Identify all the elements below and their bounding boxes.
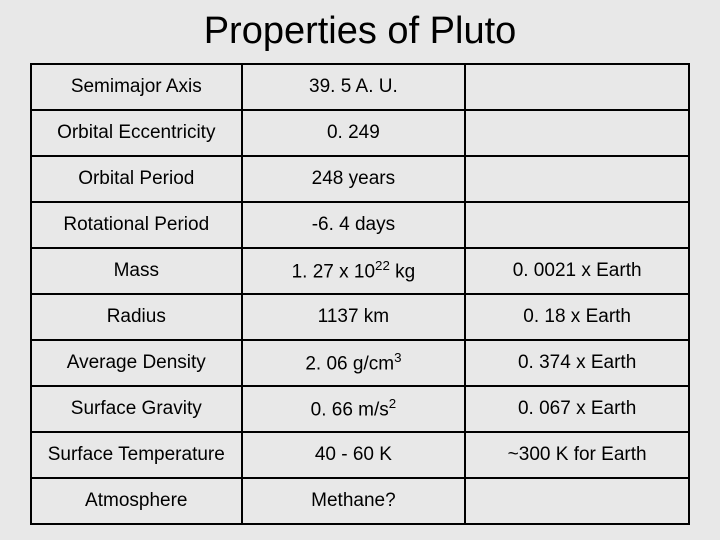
property-value: 40 - 60 K [242,432,466,478]
property-comparison: 0. 374 x Earth [465,340,689,386]
table-row: Orbital Eccentricity 0. 249 [31,110,689,156]
table-body: Semimajor Axis 39. 5 A. U. Orbital Eccen… [31,64,689,524]
page-title: Properties of Pluto [30,10,690,53]
property-label: Average Density [31,340,242,386]
property-comparison: ~300 K for Earth [465,432,689,478]
property-label: Semimajor Axis [31,64,242,110]
property-comparison [465,202,689,248]
property-value: 39. 5 A. U. [242,64,466,110]
table-row: Semimajor Axis 39. 5 A. U. [31,64,689,110]
property-label: Mass [31,248,242,294]
property-comparison: 0. 0021 x Earth [465,248,689,294]
property-label: Atmosphere [31,478,242,524]
table-row: Mass 1. 27 x 1022 kg 0. 0021 x Earth [31,248,689,294]
property-value: 0. 249 [242,110,466,156]
property-comparison [465,478,689,524]
property-value: 2. 06 g/cm3 [242,340,466,386]
properties-table: Semimajor Axis 39. 5 A. U. Orbital Eccen… [30,63,690,525]
table-row: Atmosphere Methane? [31,478,689,524]
property-comparison: 0. 067 x Earth [465,386,689,432]
property-value: 0. 66 m/s2 [242,386,466,432]
property-comparison: 0. 18 x Earth [465,294,689,340]
table-row: Surface Temperature 40 - 60 K ~300 K for… [31,432,689,478]
property-value: -6. 4 days [242,202,466,248]
property-label: Orbital Period [31,156,242,202]
table-row: Surface Gravity 0. 66 m/s2 0. 067 x Eart… [31,386,689,432]
property-value: Methane? [242,478,466,524]
property-label: Surface Gravity [31,386,242,432]
property-label: Surface Temperature [31,432,242,478]
property-comparison [465,64,689,110]
property-label: Rotational Period [31,202,242,248]
table-row: Orbital Period 248 years [31,156,689,202]
property-comparison [465,156,689,202]
property-label: Orbital Eccentricity [31,110,242,156]
table-row: Radius 1137 km 0. 18 x Earth [31,294,689,340]
property-value: 248 years [242,156,466,202]
property-label: Radius [31,294,242,340]
property-comparison [465,110,689,156]
table-row: Rotational Period -6. 4 days [31,202,689,248]
property-value: 1. 27 x 1022 kg [242,248,466,294]
property-value: 1137 km [242,294,466,340]
table-row: Average Density 2. 06 g/cm3 0. 374 x Ear… [31,340,689,386]
